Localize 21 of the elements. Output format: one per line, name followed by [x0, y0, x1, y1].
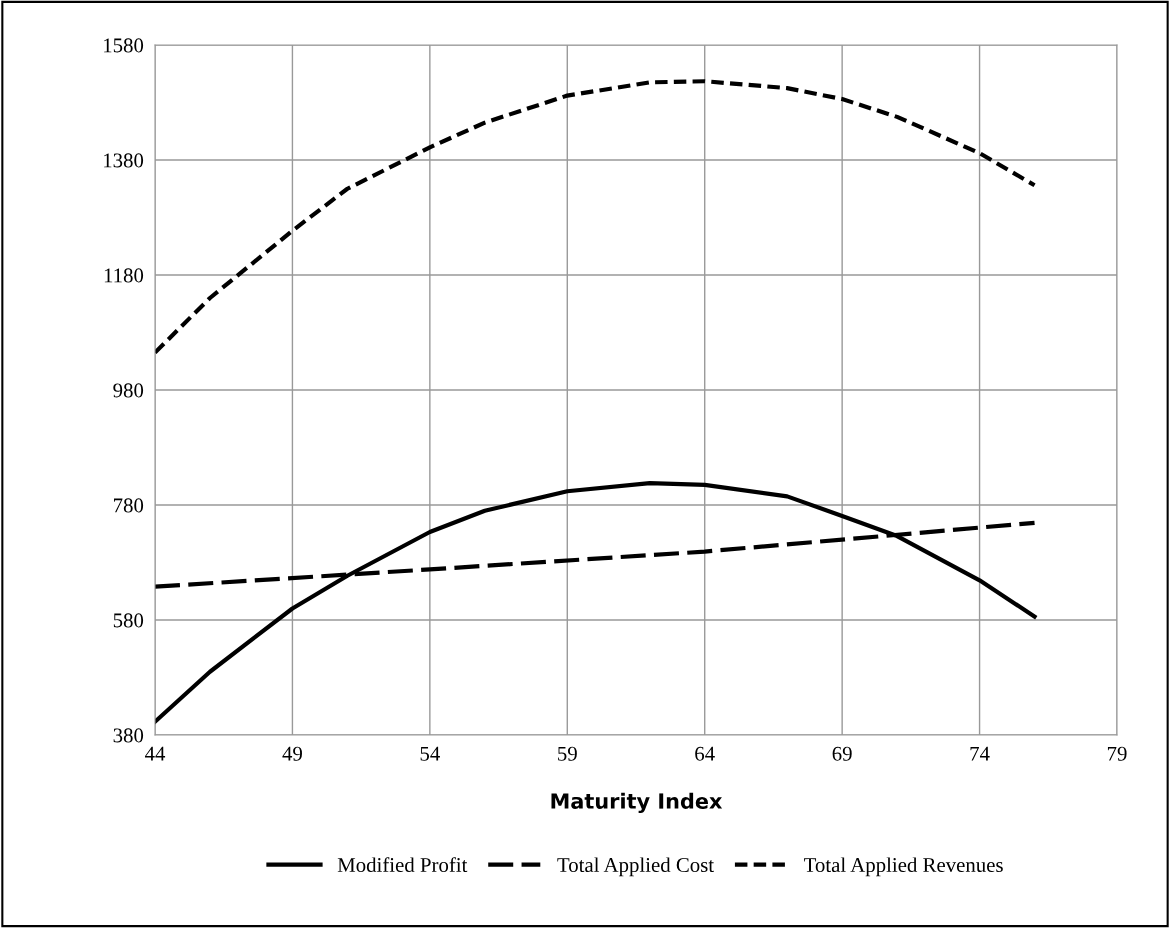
x-tick-label: 54 [420, 746, 440, 761]
y-tick-label: 980 [113, 383, 144, 398]
y-tick-label: 1380 [104, 153, 144, 168]
x-tick-label: 49 [282, 746, 302, 761]
legend-label: Total Applied Cost [557, 857, 714, 877]
x-tick-label: 59 [558, 746, 577, 761]
line-series [155, 79, 1037, 355]
y-tick-label: 380 [113, 728, 144, 743]
x-tick-label: 74 [970, 746, 990, 761]
x-tick-label: 44 [144, 746, 166, 761]
y-tick-label: 1580 [104, 38, 144, 53]
line-series [155, 481, 1037, 724]
x-tick-label: 79 [1107, 746, 1127, 761]
y-tick-label: 1180 [104, 268, 144, 283]
legend-label: Modified Profit [337, 857, 468, 873]
y-tick-label: 780 [114, 498, 144, 513]
x-axis-title: Maturity Index [551, 792, 723, 814]
x-tick-label: 64 [695, 746, 715, 761]
x-tick-label: 69 [832, 746, 852, 761]
y-tick-label: 580 [113, 613, 144, 628]
legend-label: Total Applied Revenues [804, 857, 1003, 877]
